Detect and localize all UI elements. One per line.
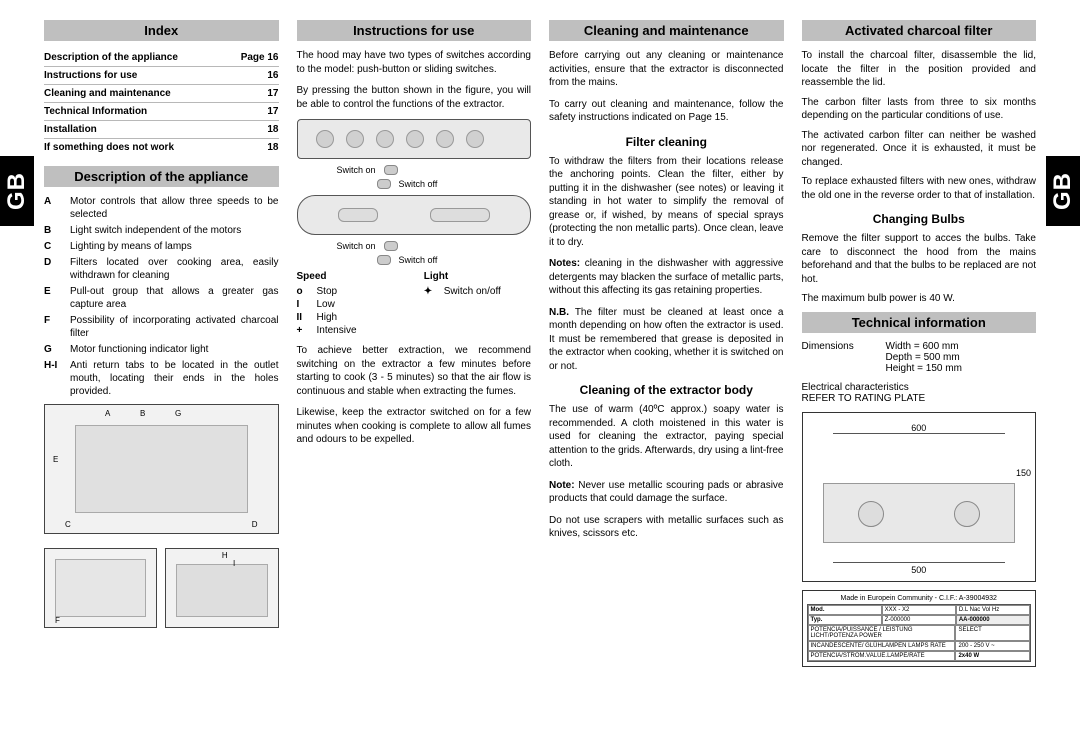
column-3: Cleaning and maintenance Before carrying… bbox=[549, 20, 784, 667]
tech-dimensions: Dimensions Width = 600 mm Depth = 500 mm… bbox=[802, 341, 1037, 374]
rating-plate: Made in Europein Community - C.I.F.: A-3… bbox=[802, 590, 1037, 667]
filter-notes: Notes: cleaning in the dishwasher with a… bbox=[549, 257, 784, 298]
charcoal-p4: To replace exhausted filters with new on… bbox=[802, 175, 1037, 202]
cleaning-p2: To carry out cleaning and maintenance, f… bbox=[549, 98, 784, 125]
appliance-diagram-row: F H I bbox=[44, 542, 279, 628]
column-1: Index Description of the appliancePage 1… bbox=[44, 20, 279, 667]
page-content: Index Description of the appliancePage 1… bbox=[44, 20, 1036, 667]
bulbs-p2: The maximum bulb power is 40 W. bbox=[802, 292, 1037, 306]
heading-technical: Technical information bbox=[802, 312, 1037, 333]
filter-nb: N.B. The filter must be cleaned at least… bbox=[549, 306, 784, 374]
switch-on-row-1: Switch on bbox=[337, 165, 532, 175]
heading-description: Description of the appliance bbox=[44, 166, 279, 187]
instructions-p3: To achieve better extraction, we recomme… bbox=[297, 344, 532, 398]
subhead-bulbs: Changing Bulbs bbox=[802, 212, 1037, 226]
charcoal-p3: The activated carbon filter can neither … bbox=[802, 129, 1037, 170]
charcoal-p1: To install the charcoal filter, disassem… bbox=[802, 49, 1037, 90]
heading-instructions: Instructions for use bbox=[297, 20, 532, 41]
index-table: Description of the appliancePage 16 Inst… bbox=[44, 49, 279, 156]
appliance-diagram-top: A B G E C D bbox=[44, 404, 279, 534]
description-list: AMotor controls that allow three speeds … bbox=[44, 195, 279, 398]
body-note: Note: Never use metallic scouring pads o… bbox=[549, 479, 784, 506]
body-p3: Do not use scrapers with metallic surfac… bbox=[549, 514, 784, 541]
filter-p1: To withdraw the filters from their locat… bbox=[549, 155, 784, 250]
speed-light-table: Speed oStop ILow IIHigh +Intensive Light… bbox=[297, 271, 532, 338]
body-p1: The use of warm (40ºC approx.) soapy wat… bbox=[549, 403, 784, 471]
switch-off-row-1: Switch off bbox=[377, 179, 532, 189]
instructions-p4: Likewise, keep the extractor switched on… bbox=[297, 406, 532, 447]
tech-refer: REFER TO RATING PLATE bbox=[802, 393, 1037, 404]
bulbs-p1: Remove the filter support to acces the b… bbox=[802, 232, 1037, 286]
heading-cleaning: Cleaning and maintenance bbox=[549, 20, 784, 41]
subhead-filter: Filter cleaning bbox=[549, 135, 784, 149]
tech-elec-label: Electrical characteristics bbox=[802, 382, 1037, 393]
column-4: Activated charcoal filter To install the… bbox=[802, 20, 1037, 667]
instructions-p2: By pressing the button shown in the figu… bbox=[297, 84, 532, 111]
switch-panel-1 bbox=[297, 119, 532, 159]
instructions-p1: The hood may have two types of switches … bbox=[297, 49, 532, 76]
switch-on-row-2: Switch on bbox=[337, 241, 532, 251]
dimensions-diagram: 600 500 150 bbox=[802, 412, 1037, 582]
subhead-body: Cleaning of the extractor body bbox=[549, 383, 784, 397]
switch-panel-2 bbox=[297, 195, 532, 235]
country-tab-left: GB bbox=[0, 156, 34, 226]
switch-off-row-2: Switch off bbox=[377, 255, 532, 265]
heading-charcoal: Activated charcoal filter bbox=[802, 20, 1037, 41]
charcoal-p2: The carbon filter lasts from three to si… bbox=[802, 96, 1037, 123]
country-tab-right: GB bbox=[1046, 156, 1080, 226]
heading-index: Index bbox=[44, 20, 279, 41]
column-2: Instructions for use The hood may have t… bbox=[297, 20, 532, 667]
cleaning-p1: Before carrying out any cleaning or main… bbox=[549, 49, 784, 90]
